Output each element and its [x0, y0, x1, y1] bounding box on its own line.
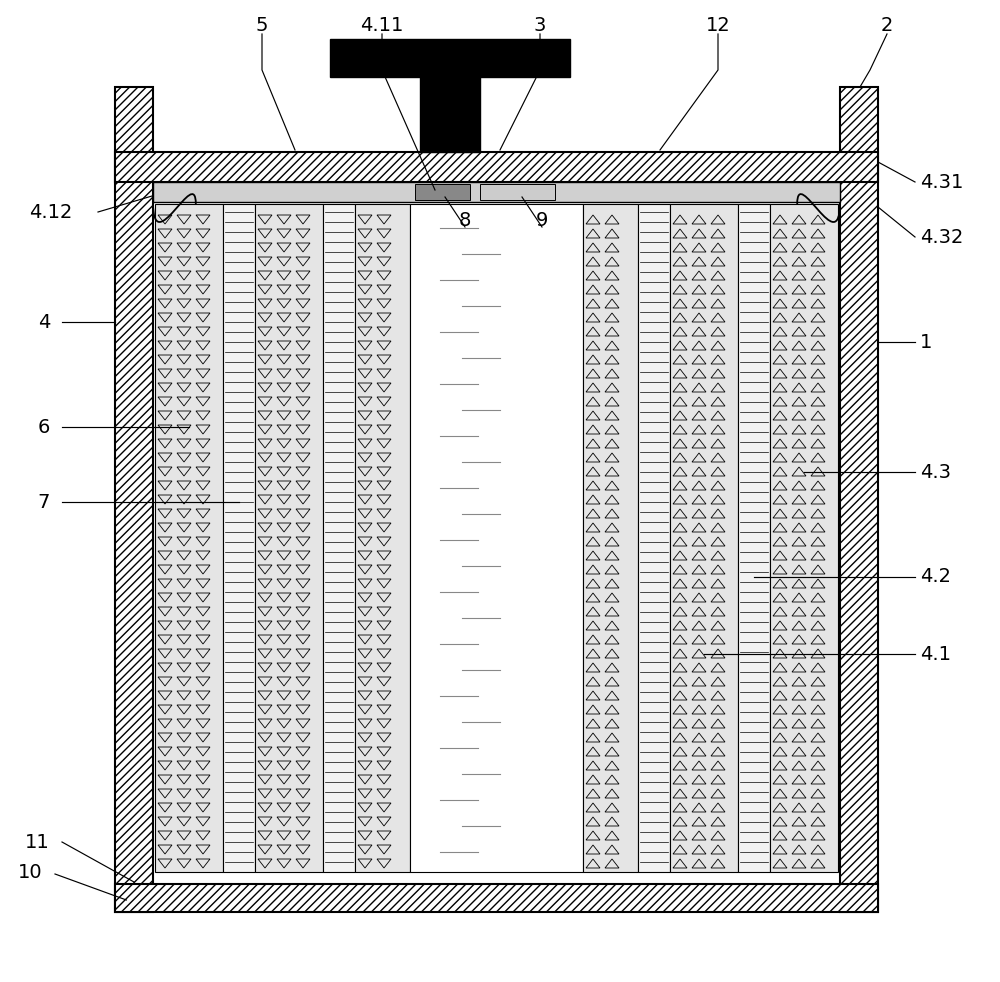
Bar	[255, 204, 323, 872]
Bar	[738, 204, 770, 872]
Text: 4.3: 4.3	[920, 463, 951, 481]
Text: 9: 9	[536, 210, 548, 230]
Bar	[115, 152, 878, 182]
Text: 4.1: 4.1	[920, 644, 951, 664]
Text: 4.11: 4.11	[360, 16, 404, 34]
Text: 10: 10	[17, 862, 42, 882]
Text: 1: 1	[920, 333, 932, 352]
Text: 2: 2	[881, 16, 893, 34]
Bar	[415, 184, 470, 200]
Bar	[480, 184, 555, 200]
Bar	[330, 39, 570, 77]
Text: 4.31: 4.31	[920, 173, 963, 191]
Bar	[420, 47, 480, 152]
Text: 4.12: 4.12	[29, 202, 72, 222]
Bar	[155, 204, 223, 872]
Bar	[410, 204, 583, 872]
Bar	[670, 204, 738, 872]
Text: 8: 8	[459, 210, 471, 230]
Text: 5: 5	[256, 16, 268, 34]
Bar	[355, 204, 410, 872]
Bar	[583, 204, 638, 872]
Text: 7: 7	[38, 493, 50, 512]
Text: 4.2: 4.2	[920, 568, 951, 586]
Text: 11: 11	[25, 833, 50, 851]
Text: 12: 12	[706, 16, 730, 34]
Bar	[115, 87, 153, 912]
Bar	[115, 884, 878, 912]
Text: 3: 3	[534, 16, 546, 34]
Bar	[153, 182, 840, 202]
Text: 6: 6	[38, 417, 50, 437]
Bar	[638, 204, 670, 872]
Bar	[223, 204, 255, 872]
Bar	[323, 204, 355, 872]
Text: 4.32: 4.32	[920, 228, 963, 246]
Bar	[840, 87, 878, 912]
Text: 4: 4	[38, 312, 50, 332]
Bar	[770, 204, 838, 872]
